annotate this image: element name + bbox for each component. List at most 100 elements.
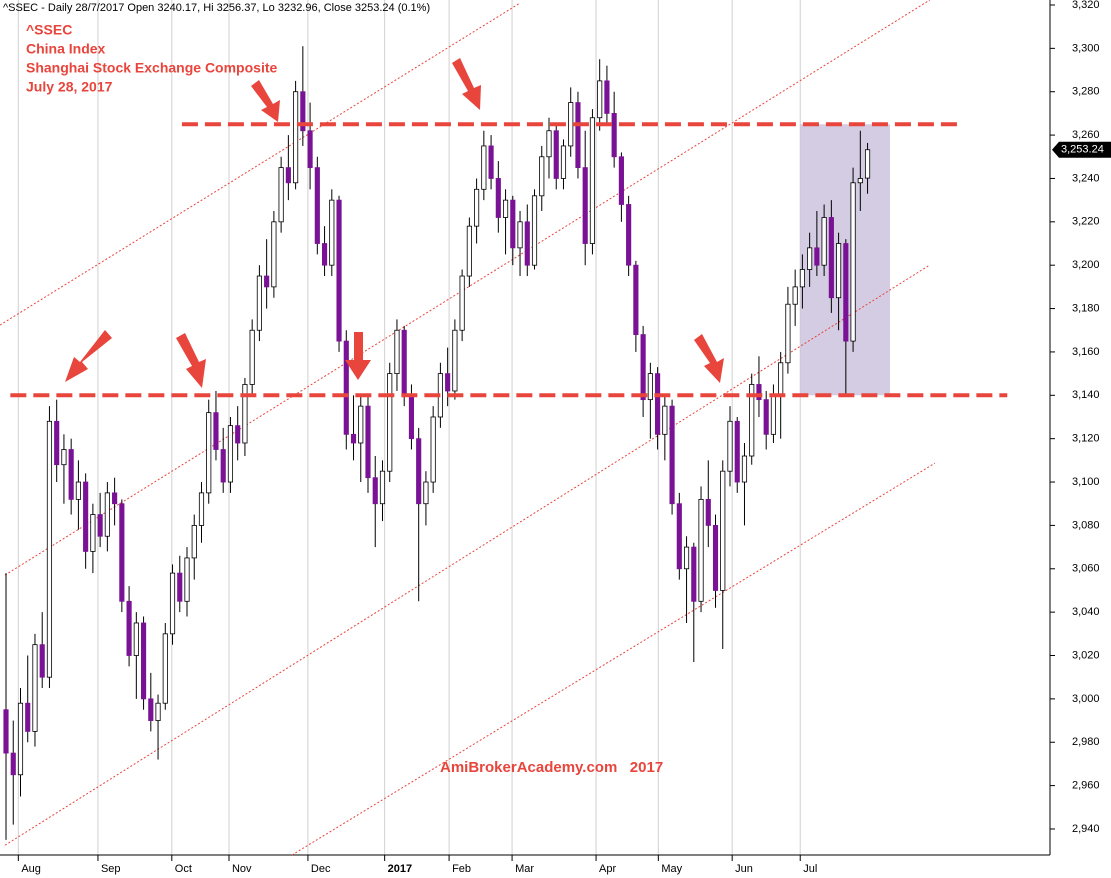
candle-body [3, 709, 9, 754]
candle-body [25, 702, 31, 732]
candle-body [560, 145, 567, 179]
candle-body [256, 275, 262, 331]
candle-body [336, 199, 342, 342]
candle-body [864, 149, 871, 179]
candle-body [807, 247, 813, 270]
candle-body [618, 156, 624, 205]
candle-body [235, 425, 241, 444]
candle-body [568, 102, 574, 147]
candle-body [387, 373, 393, 472]
candle-body [604, 80, 610, 114]
candle-body [655, 373, 661, 435]
candle-body [358, 405, 364, 444]
x-tick-label: Aug [21, 863, 41, 875]
candle-body [97, 514, 103, 537]
candle-body [720, 470, 726, 591]
candle-body [589, 117, 596, 244]
candle-body [198, 492, 205, 526]
candle-body [770, 394, 777, 435]
candle-body [32, 644, 38, 732]
candle-body [61, 449, 67, 466]
candle-body [647, 373, 653, 401]
channel-line [4, 0, 931, 576]
candle-body [546, 130, 552, 158]
candle-body [104, 492, 110, 537]
candle-body [169, 572, 176, 635]
candle-body [300, 91, 306, 132]
arrow [176, 333, 206, 388]
x-tick-label: Nov [232, 863, 252, 875]
candle-body [676, 503, 682, 570]
y-tick-label: 3,180 [1072, 302, 1100, 314]
x-tick-label: 2017 [388, 863, 412, 875]
y-tick-label: 3,020 [1072, 649, 1100, 661]
candle-body [749, 384, 755, 457]
candle-body [155, 702, 161, 721]
candle-body [575, 102, 581, 169]
candle-body [712, 525, 719, 591]
candle-body [343, 340, 349, 435]
candle-body [531, 195, 538, 266]
candle-body [140, 622, 147, 700]
y-tick-label: 3,100 [1072, 476, 1100, 488]
x-tick-label: May [661, 863, 682, 875]
y-tick-label: 3,300 [1072, 42, 1100, 54]
candle-body [691, 546, 697, 602]
candle-body [698, 498, 704, 602]
candle-body [372, 477, 378, 505]
candle-body [126, 600, 132, 656]
x-tick-label: Oct [175, 863, 192, 875]
channel-line [0, 2, 521, 326]
annotation: Shanghai Stock Exchange Composite [26, 60, 277, 76]
candle-body [191, 525, 197, 559]
candle-body [242, 384, 248, 444]
candle-body [206, 412, 212, 494]
candle-body [321, 243, 328, 266]
candle-body [423, 481, 429, 505]
x-tick-label: Apr [599, 863, 616, 875]
candle-body [488, 145, 494, 179]
candle-body [162, 633, 168, 704]
candle-body [582, 167, 588, 244]
candle-body [756, 384, 762, 401]
candle-body [850, 182, 856, 342]
candle-body [539, 156, 545, 197]
candle-body [307, 130, 313, 169]
candle-body [495, 178, 501, 218]
y-tick-label: 3,320 [1072, 0, 1100, 11]
candle-body [524, 221, 530, 266]
x-tick-label: Feb [452, 863, 471, 875]
candle-body [517, 221, 523, 249]
candle-body [734, 420, 740, 483]
candle-body [213, 412, 219, 450]
y-tick-label: 3,200 [1072, 259, 1100, 271]
candle-body [626, 204, 632, 266]
channel-line [4, 264, 931, 846]
candle-body [148, 698, 154, 721]
x-tick-label: Mar [515, 863, 534, 875]
last-price-label: 3,253.24 [1061, 144, 1104, 156]
candle-body [401, 329, 407, 396]
candle-body [640, 334, 646, 401]
channel-line [291, 462, 936, 856]
candle-body [633, 264, 639, 335]
candle-body [17, 702, 24, 776]
candle-body [365, 405, 371, 479]
y-tick-label: 3,040 [1072, 606, 1100, 618]
candle-body [264, 275, 270, 288]
arrow [452, 58, 481, 110]
candle-body [792, 286, 798, 305]
y-tick-label: 3,080 [1072, 519, 1100, 531]
candle-body [466, 225, 472, 277]
candle-body [293, 91, 299, 184]
candle-body [271, 221, 277, 288]
candle-body [799, 269, 805, 288]
candle-body [112, 492, 118, 505]
candle-body [75, 481, 81, 500]
candle-body [350, 433, 357, 444]
x-tick-label: Sep [101, 863, 121, 875]
candle-body [278, 167, 284, 223]
x-tick-label: Jul [803, 863, 817, 875]
candle-body [814, 247, 820, 266]
